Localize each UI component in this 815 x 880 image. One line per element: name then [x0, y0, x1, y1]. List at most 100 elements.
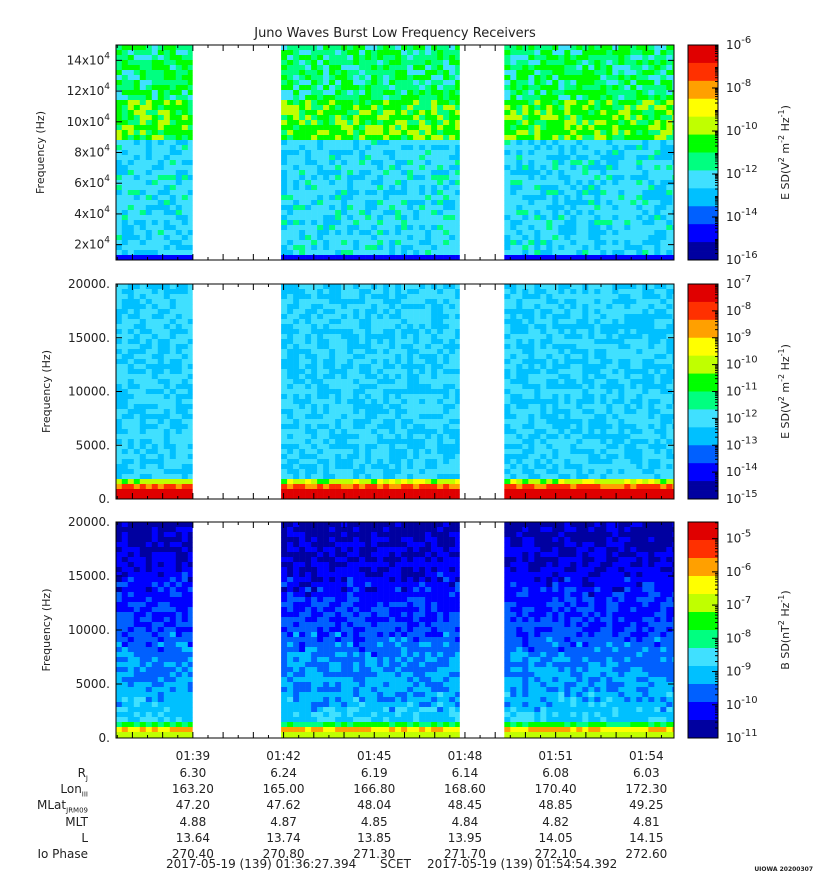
- colorbar-tick-label: 10-6: [726, 35, 751, 52]
- spectrogram-segment-2: [281, 45, 460, 261]
- ephemeris-value: 6.14: [451, 766, 479, 780]
- panel-3: 0. 5000. 10000. 15000. 20000. Frequency (Hz) 1…: [40, 515, 792, 745]
- ephemeris-value: 14.15: [629, 830, 664, 845]
- ephemeris-row: Io Phase 270.40 270.80 271.30 271.70 272.10 27…: [0, 847, 815, 862]
- ephemeris-value: 4.84: [451, 814, 479, 829]
- ephemeris-value: 47.62: [266, 798, 301, 813]
- spectrogram-segment-2: [281, 284, 460, 500]
- scet-end: 2017-05-19 (139) 01:54:54.392: [427, 857, 618, 871]
- ephemeris-value: 165.00: [262, 782, 305, 797]
- x-tick-label: 01:39: [176, 749, 211, 763]
- figure-title: Juno Waves Burst Low Frequency Receivers: [253, 26, 536, 41]
- y-tick-label: 15000.: [68, 569, 110, 583]
- ephemeris-value: 6.30: [179, 766, 207, 780]
- ephemeris-value: 272.10: [534, 847, 577, 861]
- colorbar-tick-label: 10-14: [726, 207, 758, 224]
- spectrogram-segment-1: [115, 284, 193, 500]
- ephemeris-value: 47.20: [175, 798, 211, 813]
- y-tick-label: 0.: [99, 731, 110, 745]
- ephemeris-row: L 13.64 13.74 13.85 13.95 14.05 14.15: [0, 831, 815, 846]
- spectrogram-segment-1: [115, 45, 193, 261]
- colorbar-tick-label: 10-11: [726, 382, 758, 399]
- ephemeris-value: 271.70: [443, 847, 486, 861]
- colorbar-tick-label: 10-5: [726, 529, 751, 546]
- ephemeris-value: 270.80: [262, 847, 305, 861]
- colorbar-tick-label: 10-10: [726, 695, 758, 712]
- panel-1: 2x104 4x104 6x104 8x104 10x104 12x104 14x104 Fr…: [34, 35, 792, 267]
- x-tick-label: 01:42: [266, 749, 301, 763]
- ephemeris-label: LonIII: [60, 782, 88, 799]
- colorbar-frame: [687, 521, 719, 739]
- colorbar-tick-label: 10-12: [726, 408, 758, 425]
- colorbar-tick-label: 10-9: [726, 662, 751, 679]
- spectrogram-panels: 2x104 4x104 6x104 8x104 10x104 12x104 14x104 Fr…: [34, 35, 792, 763]
- colorbar-tick-label: 10-14: [726, 462, 758, 479]
- ephemeris-value: 13.95: [447, 830, 483, 845]
- colorbar-1: 10-6 10-8 10-10 10-12 10-14 10-16 E SD(V2 m-2 …: [687, 35, 792, 267]
- y-tick-label: 20000.: [68, 515, 110, 529]
- ephemeris-value: 13.64: [175, 830, 211, 845]
- colorbar-label: B SD(nT2 Hz-1): [777, 590, 792, 669]
- panel-2: 0. 5000. 10000. 15000. 20000. Frequency (Hz) 1…: [40, 274, 792, 506]
- colorbar-tick-label: 10-15: [726, 489, 758, 506]
- colorbar-frame: [687, 44, 719, 261]
- ephemeris-value: 6.08: [542, 766, 569, 780]
- ephemeris-row: MLT 4.88 4.87 4.85 4.84 4.82 4.81: [0, 815, 815, 830]
- ephemeris-row: LonIII 163.20 165.00 166.80 168.60 170.40 172.…: [0, 782, 815, 799]
- colorbar-tick-label: 10-8: [726, 78, 751, 95]
- colorbar-tick-label: 10-7: [726, 274, 751, 291]
- y-axis-label: Frequency (Hz): [34, 111, 47, 194]
- y-tick-label: 8x104: [74, 144, 110, 160]
- ephemeris-value: 4.85: [360, 814, 388, 829]
- spectrogram-segment-3: [504, 522, 674, 739]
- y-tick-label: 6x104: [74, 174, 110, 190]
- colorbar-label: E SD(V2 m-2 Hz-1): [777, 105, 792, 200]
- ephemeris-row: MLatJRM09 47.20 47.62 48.04 48.45 48.85 49.25: [0, 798, 815, 815]
- ephemeris-value: 6.19: [360, 766, 388, 780]
- ephemeris-value: 172.30: [625, 782, 668, 797]
- colorbar-tick-label: 10-8: [726, 628, 751, 645]
- y-tick-label: 4x104: [74, 205, 110, 221]
- colorbar-label: E SD(V2 m-2 Hz-1): [777, 344, 792, 439]
- ephemeris-value: 13.85: [357, 830, 392, 845]
- ephemeris-label: Io Phase: [37, 847, 88, 861]
- y-tick-label: 2x104: [74, 236, 110, 252]
- y-tick-label: 15000.: [68, 331, 110, 345]
- spectrogram-segment-3: [504, 284, 674, 500]
- ephemeris-value: 170.40: [534, 782, 577, 797]
- colorbar-3: 10-5 10-6 10-7 10-8 10-9 10-10 10-11 B SD(nT2 H…: [687, 521, 792, 745]
- colorbar-tick-label: 10-6: [726, 562, 751, 579]
- y-tick-label: 10000.: [68, 385, 110, 399]
- ephemeris-label: MLatJRM09: [37, 798, 88, 815]
- y-axis-label: Frequency (Hz): [40, 350, 53, 433]
- ephemeris-value: 270.40: [171, 847, 214, 861]
- y-axis-label: Frequency (Hz): [40, 589, 53, 672]
- y-tick-label: 5000.: [76, 438, 110, 452]
- ephemeris-value: 6.24: [270, 766, 297, 780]
- colorbar-tick-label: 10-8: [726, 301, 751, 318]
- y-tick-label: 10000.: [68, 623, 110, 637]
- y-tick-label: 5000.: [76, 677, 110, 691]
- ephemeris-value: 4.81: [632, 814, 660, 829]
- ephemeris-value: 271.30: [353, 847, 396, 861]
- colorbar-tick-label: 10-9: [726, 328, 751, 345]
- x-tick-label: 01:48: [448, 749, 483, 763]
- spectrogram-segment-3: [504, 45, 674, 261]
- x-tick-label: 01:45: [357, 749, 392, 763]
- colorbar-tick-label: 10-11: [726, 728, 758, 745]
- ephemeris-value: 272.60: [625, 847, 668, 861]
- ephemeris-label: L: [81, 830, 88, 845]
- colorbar-tick-label: 10-13: [726, 435, 758, 452]
- ephemeris-value: 4.82: [542, 814, 569, 829]
- ephemeris-row: RJ 6.30 6.24 6.19 6.14 6.08 6.03: [0, 766, 815, 783]
- ephemeris-value: 13.74: [266, 830, 301, 845]
- ephemeris-value: 4.87: [270, 814, 297, 829]
- ephemeris-value: 163.20: [171, 782, 214, 797]
- ephemeris-label: RJ: [77, 766, 88, 783]
- scet-label: SCET: [380, 857, 411, 871]
- colorbar-2: 10-7 10-8 10-9 10-10 10-11 10-12 10-13 10-14 10-…: [687, 274, 792, 506]
- colorbar-tick-label: 10-12: [726, 164, 758, 181]
- ephemeris-value: 4.88: [179, 814, 207, 829]
- y-tick-label: 12x104: [67, 82, 111, 98]
